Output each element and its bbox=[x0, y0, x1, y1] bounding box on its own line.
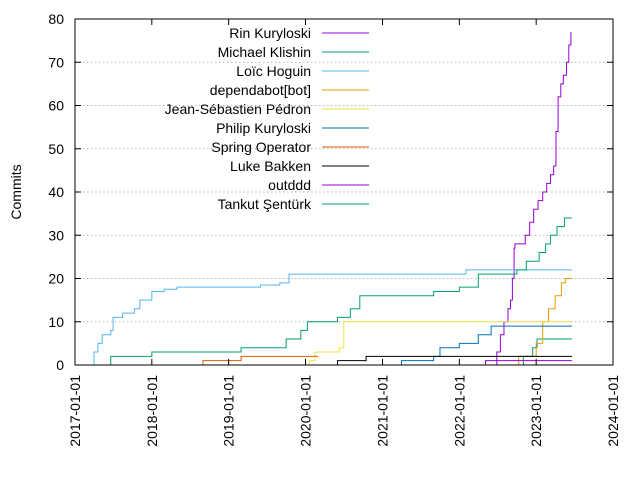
series-line bbox=[108, 217, 572, 365]
legend-label: Michael Klishin bbox=[218, 44, 311, 60]
legend-label: Rin Kuryloski bbox=[229, 25, 311, 41]
x-tick-label: 2020-01-01 bbox=[297, 375, 313, 447]
y-tick-label: 20 bbox=[48, 271, 64, 287]
legend-label: dependabot[bot] bbox=[210, 82, 311, 98]
y-tick-label: 60 bbox=[48, 98, 64, 114]
series-line bbox=[305, 321, 572, 365]
x-tick-label: 2018-01-01 bbox=[144, 375, 160, 447]
series-group bbox=[91, 31, 572, 365]
series-lines bbox=[91, 31, 572, 365]
legend-label: Spring Operator bbox=[211, 139, 311, 155]
series-line bbox=[484, 360, 572, 365]
y-tick-label: 40 bbox=[48, 184, 64, 200]
y-tick-label: 80 bbox=[48, 11, 64, 27]
series-line bbox=[517, 338, 572, 365]
legend-label: Tankut Şentürk bbox=[218, 196, 312, 212]
x-tick-label: 2021-01-01 bbox=[375, 375, 391, 447]
legend: Rin Kuryloski Michael Klishin Loïc Hoguin d… bbox=[165, 25, 369, 212]
y-axis-ticks: 0 10 20 30 40 50 60 70 80 bbox=[48, 11, 613, 373]
x-tick-label: 2023-01-01 bbox=[528, 375, 544, 447]
y-tick-label: 0 bbox=[56, 357, 64, 373]
x-tick-label: 2024-01-01 bbox=[605, 375, 621, 447]
series-line bbox=[495, 31, 572, 365]
legend-label: Jean-Sébastien Pédron bbox=[165, 101, 311, 117]
x-tick-label: 2022-01-01 bbox=[451, 375, 467, 447]
series-line bbox=[91, 269, 572, 365]
x-axis-ticks: 2017-01-01 2018-01-01 2019-01-01 2020-01-01… bbox=[67, 19, 621, 447]
series-line bbox=[356, 325, 572, 365]
y-tick-label: 10 bbox=[48, 314, 64, 330]
x-tick-label: 2017-01-01 bbox=[67, 375, 83, 447]
x-tick-label: 2019-01-01 bbox=[221, 375, 237, 447]
y-tick-label: 50 bbox=[48, 141, 64, 157]
y-tick-label: 30 bbox=[48, 227, 64, 243]
legend-label: Luke Bakken bbox=[230, 158, 311, 174]
legend-label: outddd bbox=[268, 177, 311, 193]
y-tick-label: 70 bbox=[48, 54, 64, 70]
legend-label: Philip Kuryloski bbox=[216, 120, 311, 136]
legend-label: Loïc Hoguin bbox=[236, 63, 311, 79]
series-line bbox=[177, 355, 319, 365]
series-line bbox=[279, 355, 572, 365]
y-axis-label: Commits bbox=[8, 164, 24, 219]
